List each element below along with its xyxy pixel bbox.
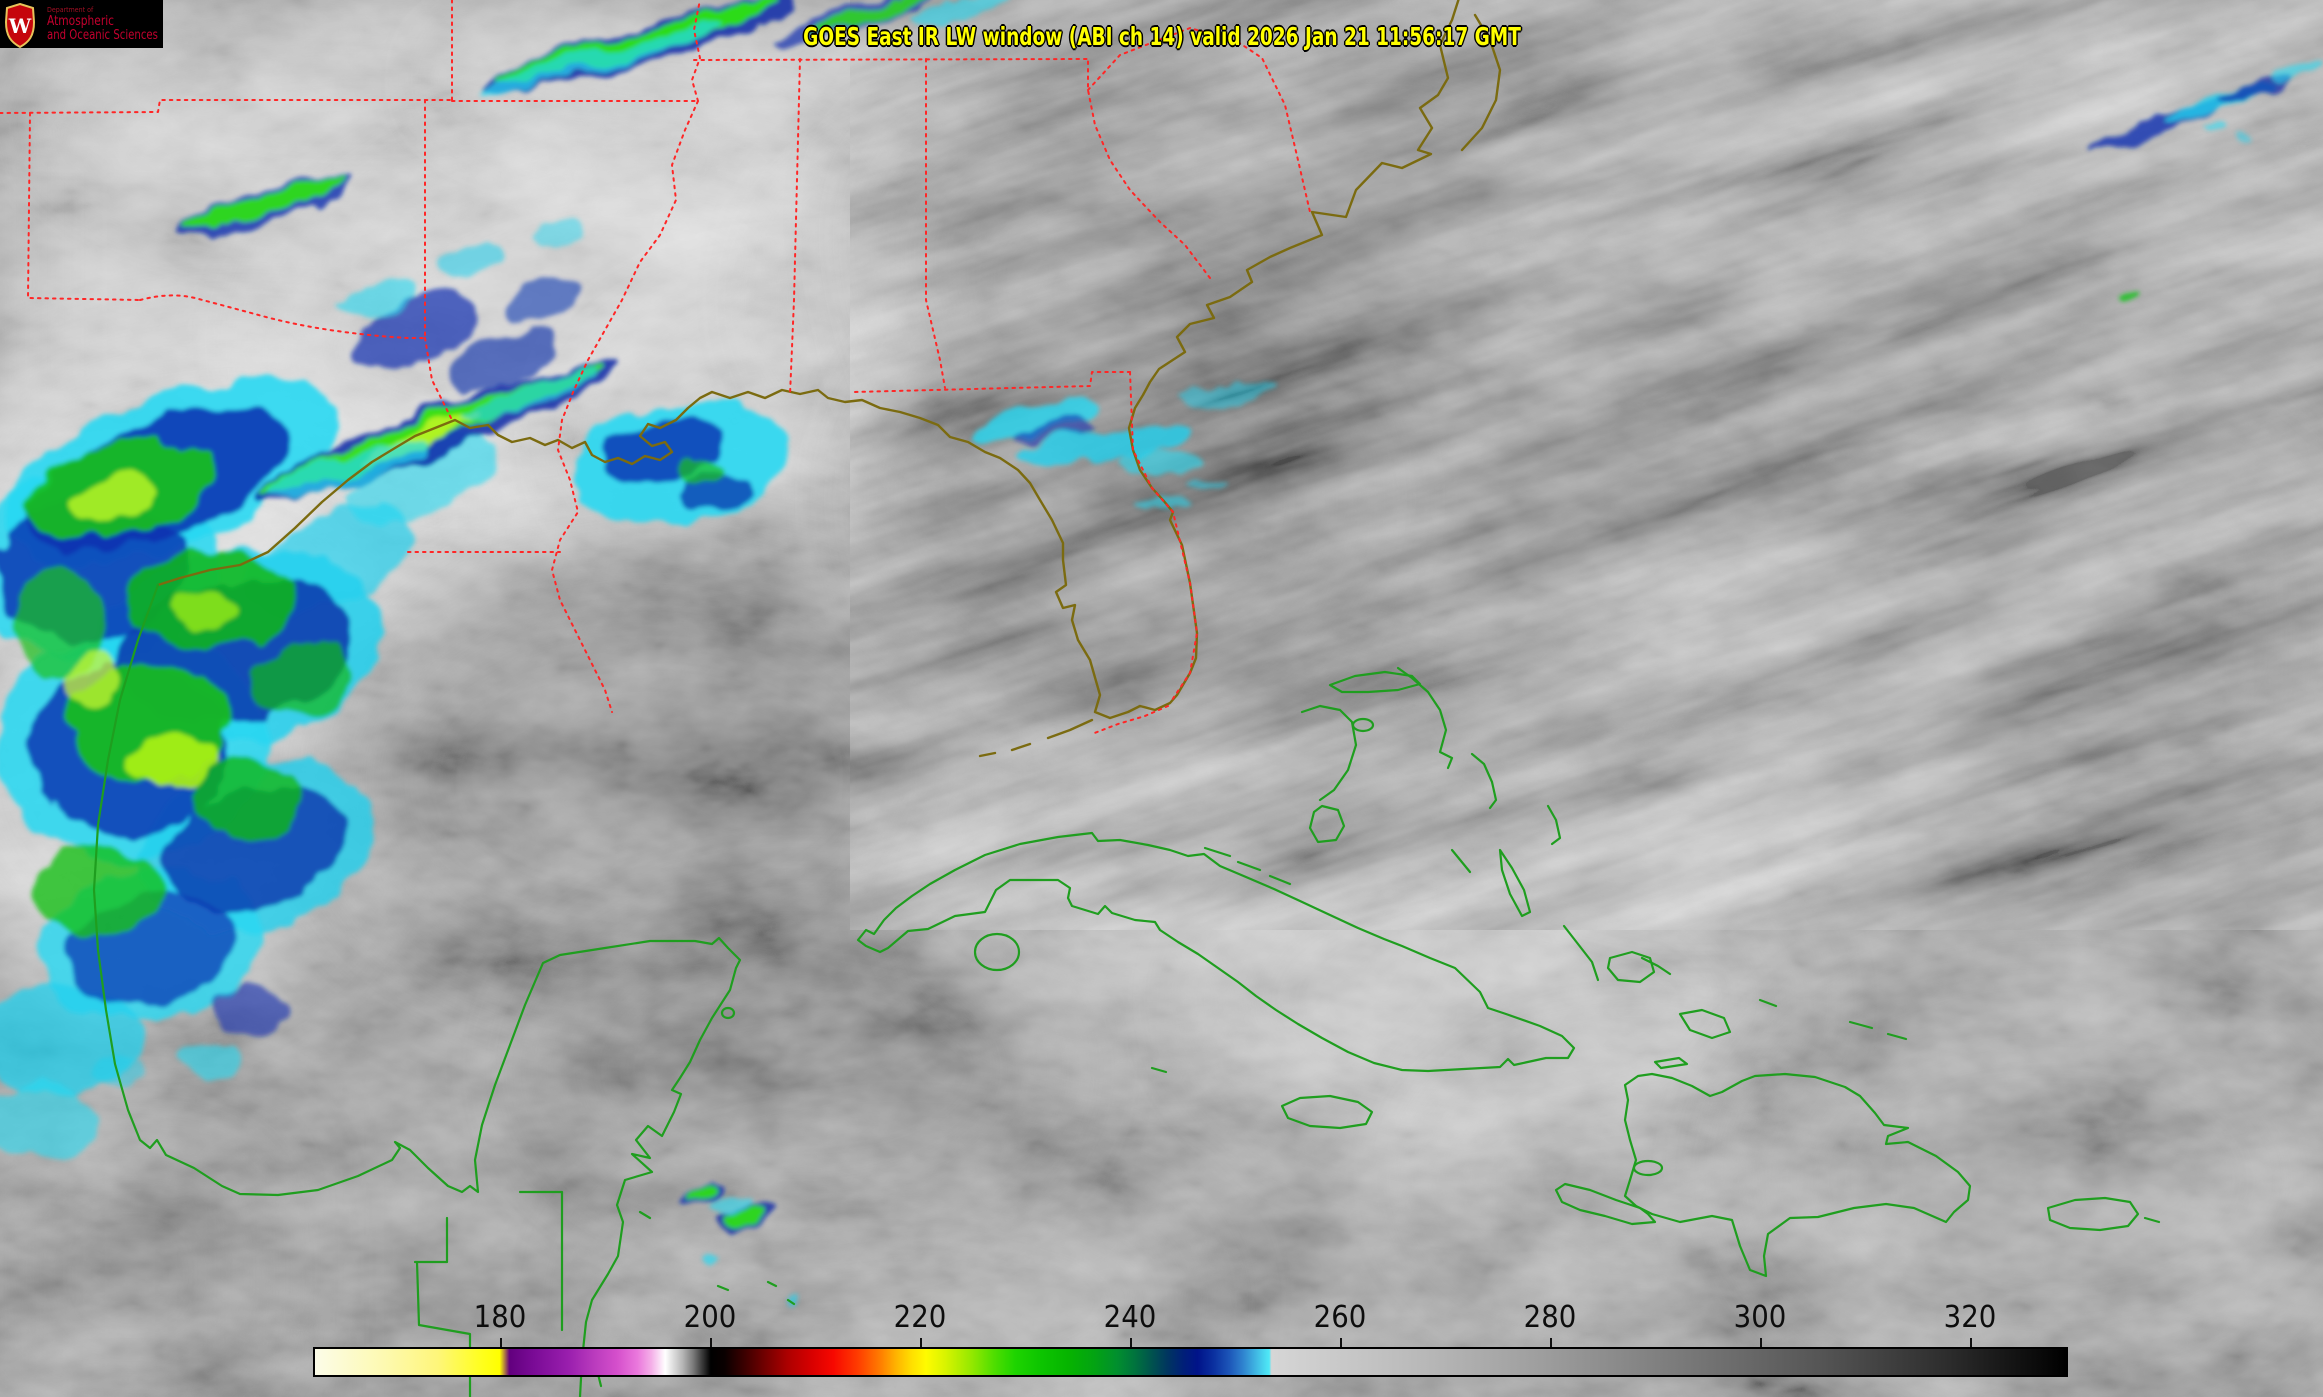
svg-text:W: W — [8, 14, 32, 38]
colorbar-tick-label: 220 — [893, 1300, 947, 1335]
image-title: GOES East IR LW window (ABI ch 14) valid… — [802, 22, 1521, 51]
colorbar: 180 200 220 240 260 280 300 320 — [313, 1300, 2068, 1380]
colorbar-tick-label: 280 — [1523, 1300, 1577, 1335]
state-borders — [0, 0, 1311, 735]
colorbar-tick-mark — [1340, 1338, 1343, 1347]
colorbar-tick-mark — [920, 1338, 923, 1347]
logo-name-line1: Atmospheric — [47, 13, 115, 29]
colorbar-tick-mark — [500, 1338, 503, 1347]
colorbar-gradient — [313, 1347, 2068, 1377]
colorbar-tick-mark — [1970, 1338, 1973, 1347]
colorbar-tick-mark — [1129, 1338, 1132, 1347]
international-boundaries — [92, 583, 2161, 1397]
colorbar-tick-label: 200 — [683, 1300, 737, 1335]
colorbar-tick-label: 320 — [1943, 1300, 1997, 1335]
colorbar-tick-mark — [709, 1338, 712, 1347]
colorbar-tick-label: 180 — [473, 1300, 527, 1335]
logo-department-line: Department of — [47, 5, 94, 14]
colorbar-tick-label: 260 — [1313, 1300, 1367, 1335]
enhanced-cold-clouds — [0, 0, 2323, 1303]
colorbar-tick-label: 240 — [1103, 1300, 1157, 1335]
uw-aos-logo: W Department of Atmospheric and Oceanic … — [0, 0, 163, 48]
colorbar-tick-mark — [1549, 1338, 1552, 1347]
us-coastline — [156, 0, 1502, 758]
logo-name-line2: and Oceanic Sciences — [47, 27, 158, 43]
colorbar-tick-mark — [1759, 1338, 1762, 1347]
colorbar-tick-label: 300 — [1733, 1300, 1787, 1335]
uw-crest-icon: W — [4, 2, 36, 48]
